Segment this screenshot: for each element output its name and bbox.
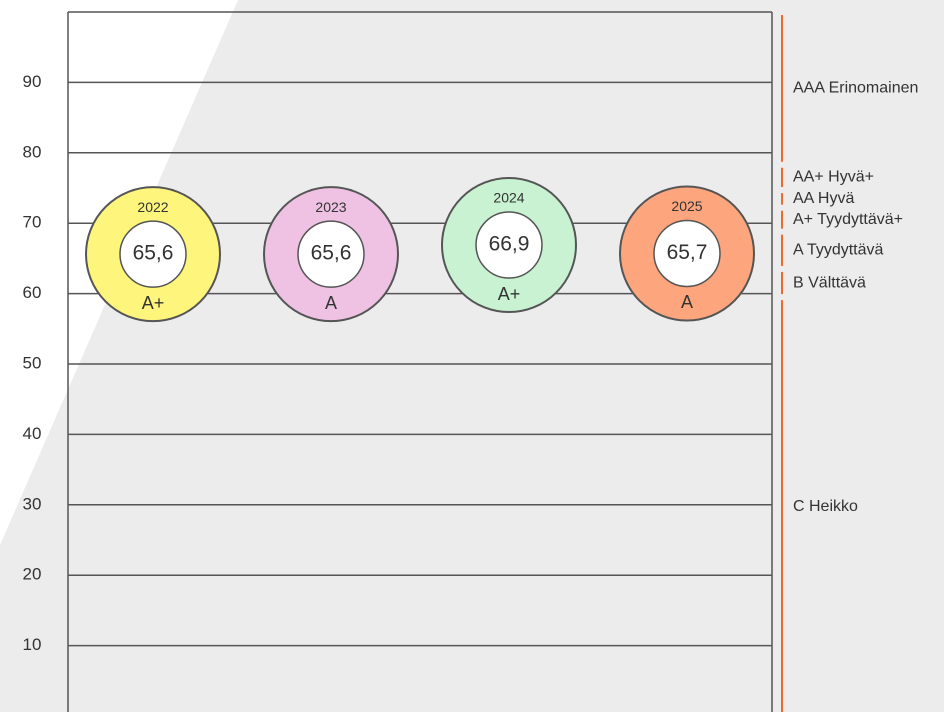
y-tick-label: 30	[23, 494, 42, 513]
bubble-inner	[297, 220, 365, 288]
bubble-inner	[475, 211, 543, 279]
year-label: 2023	[315, 199, 346, 215]
year-label: 2022	[137, 199, 168, 215]
y-tick-label: 10	[23, 635, 42, 654]
year-label: 2025	[671, 198, 702, 214]
y-tick-label: 60	[23, 283, 42, 302]
y-tick-label: 40	[23, 424, 42, 443]
bubble-inner	[119, 220, 187, 288]
band-label: A Tyydyttävä	[793, 242, 884, 259]
y-tick-label: 50	[23, 353, 42, 372]
band-label: AA+ Hyvä+	[793, 169, 874, 186]
band-label: AA Hyvä	[793, 190, 854, 207]
value-label: 65,6	[311, 242, 352, 265]
y-tick-label: 80	[23, 142, 42, 161]
band-label: C Heikko	[793, 498, 858, 515]
grade-label: A+	[498, 284, 521, 304]
value-label: 66,9	[489, 233, 530, 256]
y-tick-label: 70	[23, 213, 42, 232]
y-tick-label: 90	[23, 72, 42, 91]
band-label: B Välttävä	[793, 274, 866, 291]
value-label: 65,6	[133, 242, 174, 265]
y-tick-label: 20	[23, 565, 42, 584]
band-label: AAA Erinomainen	[793, 80, 918, 97]
band-label: A+ Tyydyttävä+	[793, 211, 903, 228]
grade-label: A+	[142, 293, 165, 313]
bubble-inner	[653, 219, 721, 288]
grade-label: A	[325, 293, 337, 313]
year-label: 2024	[493, 190, 524, 206]
value-label: 65,7	[667, 241, 708, 264]
grade-label: A	[681, 292, 693, 312]
